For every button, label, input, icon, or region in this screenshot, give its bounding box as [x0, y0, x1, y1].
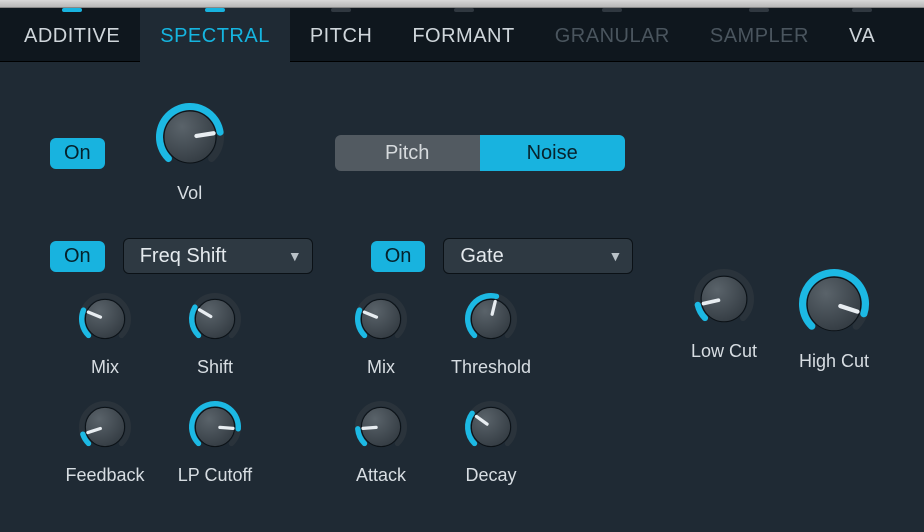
attack-knob[interactable]: [354, 400, 408, 459]
feedback-label: Feedback: [65, 465, 144, 486]
attack-label: Attack: [356, 465, 406, 486]
fx1-select-value: Freq Shift: [140, 245, 227, 268]
tab-indicator: [749, 8, 769, 12]
shift-knob[interactable]: [188, 292, 242, 351]
fx2-select[interactable]: Gate ▼: [443, 238, 633, 274]
fx1-select[interactable]: Freq Shift ▼: [123, 238, 313, 274]
threshold-knob[interactable]: [464, 292, 518, 351]
fx1-on-button[interactable]: On: [50, 241, 105, 272]
tab-label: PITCH: [310, 25, 373, 62]
spectral-panel: On Vol Pitch Noise On Freq Shift ▼: [0, 62, 924, 532]
mix2-knob[interactable]: [354, 292, 408, 351]
module-on-button[interactable]: On: [50, 138, 105, 169]
chevron-down-icon: ▼: [609, 248, 623, 264]
tab-va[interactable]: VA: [829, 8, 895, 62]
lowcut-knob[interactable]: [693, 268, 755, 335]
tab-label: VA: [849, 25, 875, 62]
tab-indicator: [205, 8, 225, 12]
mix1-label: Mix: [91, 357, 119, 378]
shift-label: Shift: [197, 357, 233, 378]
tabbar: ADDITIVE SPECTRAL PITCH FORMANT GRANULAR…: [0, 8, 924, 62]
tab-spectral[interactable]: SPECTRAL: [140, 8, 290, 62]
fx2-select-value: Gate: [460, 245, 503, 268]
fx2-on-button[interactable]: On: [371, 241, 426, 272]
threshold-label: Threshold: [451, 357, 531, 378]
tab-indicator: [331, 8, 351, 12]
mix2-label: Mix: [367, 357, 395, 378]
highcut-knob[interactable]: [798, 268, 870, 345]
chevron-down-icon: ▼: [288, 248, 302, 264]
lpcutoff-label: LP Cutoff: [178, 465, 252, 486]
highcut-label: High Cut: [799, 351, 869, 372]
tab-formant[interactable]: FORMANT: [392, 8, 534, 62]
toggle-noise[interactable]: Noise: [480, 135, 625, 171]
tab-indicator: [852, 8, 872, 12]
tab-label: SPECTRAL: [160, 25, 270, 62]
tab-label: FORMANT: [412, 25, 514, 62]
vol-label: Vol: [177, 183, 202, 204]
pitch-noise-toggle: Pitch Noise: [335, 135, 625, 171]
tab-pitch[interactable]: PITCH: [290, 8, 393, 62]
toggle-pitch[interactable]: Pitch: [335, 135, 480, 171]
vol-knob[interactable]: [155, 102, 225, 177]
feedback-knob[interactable]: [78, 400, 132, 459]
vol-knob-group: Vol: [135, 102, 245, 204]
tab-additive[interactable]: ADDITIVE: [4, 8, 140, 62]
tab-indicator: [62, 8, 82, 12]
mix1-knob[interactable]: [78, 292, 132, 351]
tab-label: ADDITIVE: [24, 25, 120, 62]
tab-granular[interactable]: GRANULAR: [535, 8, 690, 62]
decay-knob[interactable]: [464, 400, 518, 459]
tab-label: GRANULAR: [555, 25, 670, 62]
lowcut-label: Low Cut: [691, 341, 757, 362]
tab-indicator: [602, 8, 622, 12]
tab-indicator: [454, 8, 474, 12]
lpcutoff-knob[interactable]: [188, 400, 242, 459]
tab-label: SAMPLER: [710, 25, 809, 62]
decay-label: Decay: [465, 465, 516, 486]
tab-sampler[interactable]: SAMPLER: [690, 8, 829, 62]
